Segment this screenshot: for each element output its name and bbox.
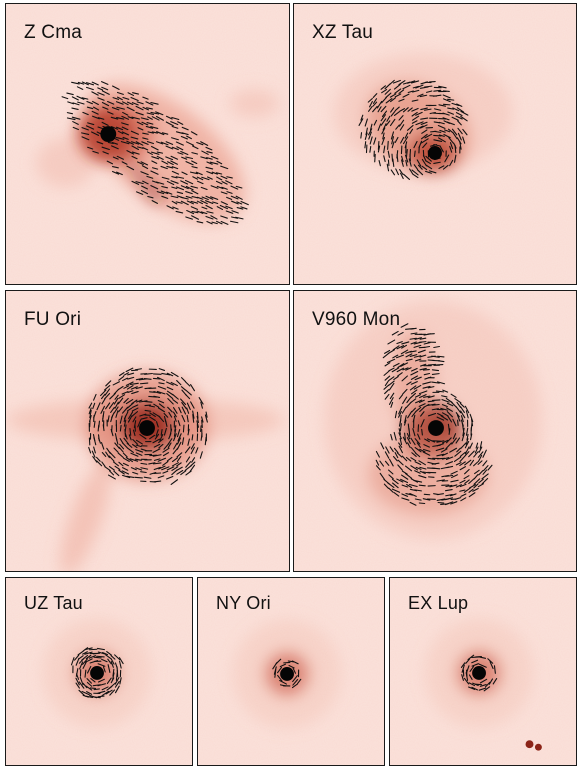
polarization-vectors-v960-mon xyxy=(375,323,493,506)
panel-label-v960-mon: V960 Mon xyxy=(312,309,401,330)
panel-v960-mon: V960 Mon xyxy=(293,290,577,572)
central-star-xz-tau xyxy=(428,145,442,160)
central-star-ny-ori xyxy=(280,667,294,681)
panel-label-z-cma: Z Cma xyxy=(24,22,82,43)
panel-xz-tau: XZ Tau xyxy=(293,3,577,285)
panel-uz-tau: UZ Tau xyxy=(5,577,193,766)
polarization-vectors-ex-lup xyxy=(460,654,498,692)
panel-label-uz-tau: UZ Tau xyxy=(24,593,83,613)
central-star-v960-mon xyxy=(428,420,444,436)
polarimetric-image-ny-ori xyxy=(198,578,384,765)
central-star-fu-ori xyxy=(139,420,155,436)
central-star-uz-tau xyxy=(90,666,104,680)
polarimetric-image-xz-tau xyxy=(294,4,576,284)
polarimetric-image-v960-mon xyxy=(294,291,576,571)
polarization-vectors-uz-tau xyxy=(70,647,124,699)
panel-fu-ori: FU Ori xyxy=(5,290,290,572)
panel-label-ny-ori: NY Ori xyxy=(216,593,271,613)
background-star-ex-lup xyxy=(525,740,542,751)
central-star-ex-lup xyxy=(472,666,486,680)
polarimetric-image-uz-tau xyxy=(6,578,192,765)
central-star-z-cma xyxy=(100,126,117,143)
polarimetric-image-z-cma xyxy=(6,4,289,284)
polarimetric-image-fu-ori xyxy=(6,291,289,571)
panel-label-xz-tau: XZ Tau xyxy=(312,22,374,43)
panel-z-cma: Z Cma xyxy=(5,3,290,285)
panel-ny-ori: NY Ori xyxy=(197,577,385,766)
polarization-vectors-fu-ori xyxy=(88,367,208,485)
panel-label-fu-ori: FU Ori xyxy=(24,309,82,330)
polarization-vectors-z-cma xyxy=(61,81,249,225)
panel-label-ex-lup: EX Lup xyxy=(408,593,469,613)
polarimetric-image-ex-lup xyxy=(390,578,576,765)
polarization-vectors-ny-ori xyxy=(272,658,302,689)
panel-ex-lup: EX Lup xyxy=(389,577,577,766)
